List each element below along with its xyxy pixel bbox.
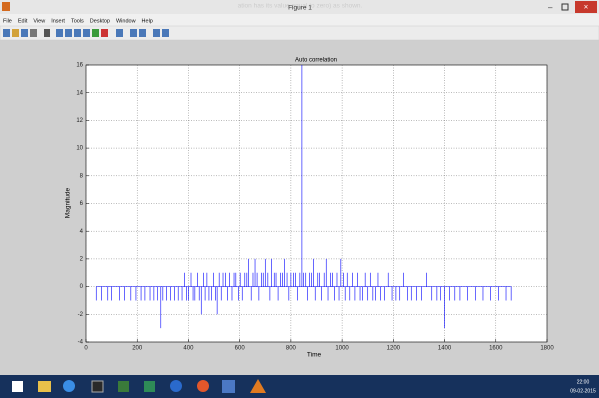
x-tick-label: 200: [132, 346, 143, 352]
toolbar-icons: [3, 29, 169, 37]
tool-button[interactable]: [101, 29, 108, 37]
x-tick-label: 800: [286, 346, 297, 352]
tool-button[interactable]: [130, 29, 137, 37]
tool-button[interactable]: [30, 29, 37, 37]
y-tick-label: 4: [80, 229, 84, 235]
menu-item[interactable]: Edit: [18, 18, 28, 24]
x-tick-label: 1600: [489, 346, 503, 352]
tool-button[interactable]: [74, 29, 81, 37]
y-tick-label: 16: [76, 63, 83, 69]
y-tick-label: 8: [80, 173, 84, 179]
tool-button[interactable]: [92, 29, 99, 37]
minimize-button[interactable]: –: [548, 3, 553, 12]
x-tick-label: 0: [84, 346, 88, 352]
tool-button[interactable]: [83, 29, 90, 37]
tool-button[interactable]: [44, 29, 50, 37]
taskbar-app[interactable]: [91, 380, 104, 393]
taskbar-app[interactable]: [197, 380, 209, 392]
taskbar-app[interactable]: [170, 380, 182, 392]
taskbar-app[interactable]: [250, 379, 266, 393]
y-tick-label: 2: [80, 256, 84, 262]
start-button[interactable]: [12, 381, 23, 392]
taskbar-time: 22:00: [577, 379, 590, 385]
y-tick-label: 14: [76, 90, 83, 96]
close-button[interactable]: [575, 1, 597, 13]
taskbar-app[interactable]: [38, 381, 51, 392]
chart-title: Auto correlation: [295, 58, 337, 64]
tool-button[interactable]: [65, 29, 72, 37]
y-tick-label: -2: [78, 312, 84, 318]
menu-item[interactable]: Window: [116, 18, 136, 24]
menu-item[interactable]: Tools: [71, 18, 84, 24]
tool-button[interactable]: [21, 29, 28, 37]
menu-item[interactable]: File: [3, 18, 12, 24]
tool-button[interactable]: [3, 29, 10, 37]
tool-button[interactable]: [116, 29, 123, 37]
x-tick-label: 1200: [387, 346, 401, 352]
window-title: Figure 1: [288, 5, 312, 12]
taskbar-date: 09-02-2015: [570, 388, 596, 394]
x-tick-label: 1800: [540, 346, 554, 352]
app-icon: [2, 2, 10, 11]
taskbar: [0, 375, 599, 398]
x-tick-label: 1000: [335, 346, 349, 352]
menu-item[interactable]: Insert: [51, 18, 65, 24]
toolbar: [0, 25, 599, 41]
title-bar: [0, 0, 599, 14]
x-axis-label: Time: [307, 352, 322, 359]
taskbar-app[interactable]: [118, 381, 129, 392]
menu-item[interactable]: Help: [142, 18, 153, 24]
y-tick-label: 0: [80, 284, 84, 290]
menu-item[interactable]: View: [33, 18, 45, 24]
y-axis-label: Magnitude: [65, 187, 72, 218]
y-tick-label: -4: [78, 340, 84, 346]
taskbar-app[interactable]: [63, 380, 75, 392]
tool-button[interactable]: [139, 29, 146, 37]
y-tick-label: 10: [76, 146, 83, 152]
menu-item[interactable]: Desktop: [90, 18, 110, 24]
y-tick-label: 12: [76, 118, 83, 124]
maximize-button[interactable]: [561, 3, 569, 11]
taskbar-app[interactable]: [222, 380, 235, 393]
x-tick-label: 1400: [438, 346, 452, 352]
caption-fragment: ation has its value equal to zero) as sh…: [238, 3, 363, 10]
tool-button[interactable]: [153, 29, 160, 37]
x-tick-label: 600: [235, 346, 246, 352]
tool-button[interactable]: [56, 29, 63, 37]
x-tick-label: 400: [183, 346, 194, 352]
menu-bar: [0, 14, 599, 26]
taskbar-app[interactable]: [144, 381, 155, 392]
close-icon: ×: [584, 3, 589, 12]
y-tick-label: 6: [80, 201, 84, 207]
tool-button[interactable]: [12, 29, 19, 37]
taskbar-icons: [12, 379, 266, 393]
tool-button[interactable]: [162, 29, 169, 37]
